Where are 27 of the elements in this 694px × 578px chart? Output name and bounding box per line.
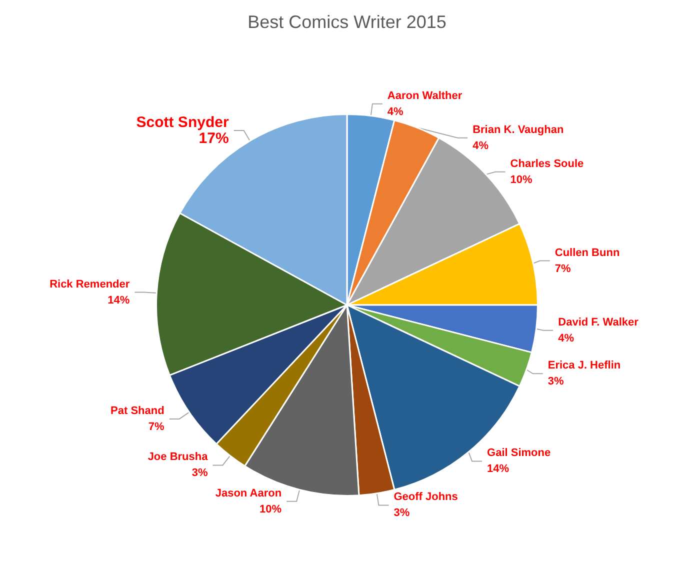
slice-label: Pat Shand <box>110 404 164 417</box>
slice-label: Charles Soule <box>510 158 584 170</box>
slice-label: Gail Simone <box>487 447 551 460</box>
data-label: 10% <box>510 174 533 186</box>
slice-label: Jason Aaron <box>215 487 282 500</box>
data-label: 14% <box>108 294 130 306</box>
data-label: 4% <box>472 140 489 152</box>
slice-label: Joe Brusha <box>148 451 209 464</box>
slice-label: Aaron Walther <box>387 90 463 102</box>
chart-title: Best Comics Writer 2015 <box>248 12 446 32</box>
data-label: 4% <box>387 106 404 118</box>
data-label: 3% <box>394 507 410 520</box>
slice-label: Erica J. Heflin <box>548 360 621 372</box>
data-label: 4% <box>558 332 574 344</box>
data-label: 3% <box>192 467 208 480</box>
slice-label: Brian K. Vaughan <box>472 124 564 136</box>
data-label: 10% <box>260 503 282 516</box>
data-label: 3% <box>548 376 564 388</box>
data-label: 14% <box>487 463 510 476</box>
slice-label: Geoff Johns <box>394 491 458 504</box>
slice-label: David F. Walker <box>558 316 640 328</box>
slice-label: Rick Remender <box>50 278 130 290</box>
slice-label: Cullen Bunn <box>554 246 620 259</box>
data-label: 17% <box>198 130 229 147</box>
data-label: 7% <box>554 262 572 275</box>
slice-label: Scott Snyder <box>136 114 229 131</box>
data-label: 7% <box>148 420 165 433</box>
